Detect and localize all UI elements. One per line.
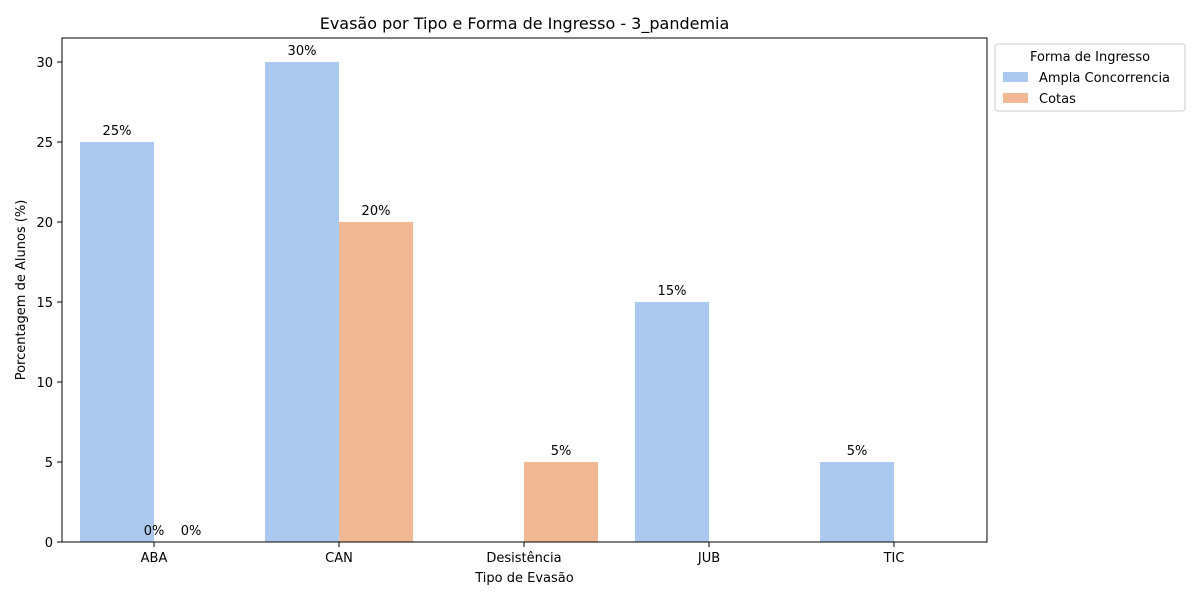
data-label-extra-aba-0: 0% xyxy=(144,524,165,539)
x-tick-label-aba: ABA xyxy=(141,551,168,566)
x-tick-label-can: CAN xyxy=(325,551,353,566)
y-tick-label-15: 15 xyxy=(36,296,53,311)
bar-ampla-concorrencia-aba xyxy=(80,142,154,542)
y-axis-label: Porcentagem de Alunos (%) xyxy=(14,200,29,381)
data-label-ampla-concorrencia-aba: 25% xyxy=(103,124,132,139)
y-tick-label-20: 20 xyxy=(36,216,53,231)
data-label-cotas-desistencia: 5% xyxy=(551,444,572,459)
bar-labels-layer: 25% 30% 15% 5% 0% 20% 5% 0% xyxy=(103,44,868,539)
bar-ampla-concorrencia-tic xyxy=(820,462,894,542)
legend-swatch-ampla xyxy=(1003,72,1028,82)
y-tick-label-5: 5 xyxy=(45,456,53,471)
data-label-ampla-concorrencia-tic: 5% xyxy=(847,444,868,459)
bars-layer xyxy=(80,62,894,542)
x-tick-label-jub: JUB xyxy=(697,551,720,566)
legend: Forma de Ingresso Ampla Concorrencia Cot… xyxy=(994,43,1186,112)
bar-cotas-can xyxy=(339,222,413,542)
legend-box xyxy=(994,43,1186,112)
y-axis: 0 5 10 15 20 25 30 xyxy=(36,56,62,551)
legend-entry-cotas: Cotas xyxy=(1039,92,1076,107)
legend-swatch-cotas xyxy=(1003,93,1028,103)
x-tick-label-desistencia: Desistência xyxy=(486,551,561,566)
legend-entry-ampla: Ampla Concorrencia xyxy=(1039,71,1170,86)
y-tick-label-0: 0 xyxy=(45,536,53,551)
y-tick-label-10: 10 xyxy=(36,376,53,391)
bar-cotas-desistencia xyxy=(524,462,598,542)
x-tick-label-tic: TIC xyxy=(883,551,905,566)
data-label-ampla-concorrencia-can: 30% xyxy=(288,44,317,59)
x-axis: ABA CAN Desistência JUB TIC xyxy=(141,542,905,566)
bar-ampla-concorrencia-can xyxy=(265,62,339,542)
data-label-ampla-concorrencia-jub: 15% xyxy=(658,284,687,299)
y-tick-label-25: 25 xyxy=(36,136,53,151)
data-label-cotas-aba: 0% xyxy=(181,524,202,539)
bar-ampla-concorrencia-jub xyxy=(635,302,709,542)
legend-title: Forma de Ingresso xyxy=(1030,50,1150,65)
x-axis-label: Tipo de Evasão xyxy=(474,571,573,586)
chart-title: Evasão por Tipo e Forma de Ingresso - 3_… xyxy=(320,14,730,34)
y-tick-label-30: 30 xyxy=(36,56,53,71)
data-label-cotas-can: 20% xyxy=(362,204,391,219)
